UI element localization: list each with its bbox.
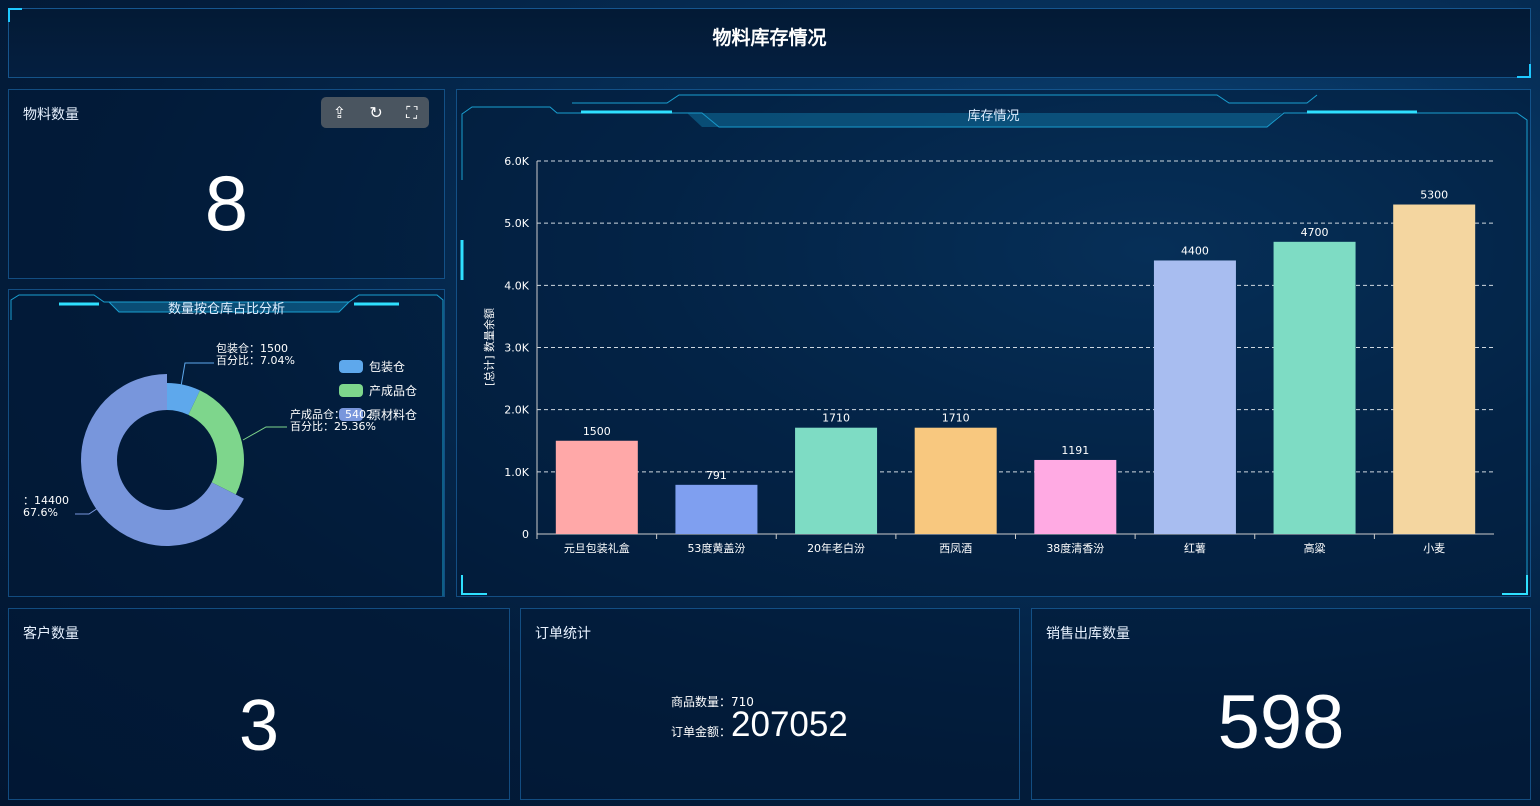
legend-label: 包装仓 xyxy=(369,360,406,374)
bar-value-label: 4700 xyxy=(1301,226,1329,239)
bar[interactable] xyxy=(675,484,758,534)
bar[interactable] xyxy=(1153,260,1236,534)
legend-item-raw[interactable]: 原材料仓 xyxy=(339,406,417,423)
x-tick-label: 红薯 xyxy=(1184,542,1206,555)
pie-title: 数量按仓库占比分析 xyxy=(167,302,285,317)
pie-frame xyxy=(10,294,444,596)
bar-value-label: 5300 xyxy=(1420,189,1448,202)
label-leader-line xyxy=(178,362,214,399)
y-axis-label: [总计] 数量余额 xyxy=(482,308,496,386)
bar[interactable] xyxy=(914,427,997,534)
label-leader-line xyxy=(242,426,287,441)
bar[interactable] xyxy=(555,440,638,534)
bar-value-label: 791 xyxy=(706,469,727,482)
donut-chart xyxy=(75,362,287,546)
legend-swatch xyxy=(339,360,363,373)
y-tick-label: 2.0K xyxy=(504,404,529,417)
bar-chart: 0 1.0K 2.0K 3.0K 4.0K 5.0K 6.0K [总计] 数量余额 1500 元旦… xyxy=(482,155,1494,555)
material-count-value: 8 xyxy=(204,159,249,247)
bar[interactable] xyxy=(1034,459,1117,534)
sales-count-value: 598 xyxy=(1217,680,1345,765)
warehouse-pie-panel: 数量按仓库占比分析 包装仓 产成品仓 原材料仓 包装仓：1500 百分比：7.04… xyxy=(8,289,445,597)
legend-swatch xyxy=(339,408,363,421)
chart-toolbar: ⇪ ↻ ⛶ xyxy=(321,97,429,128)
corner-decoration xyxy=(461,575,487,595)
customer-panel: 客户数量 3 xyxy=(8,608,510,800)
panel-title: 物料数量 xyxy=(23,107,79,123)
legend-item-packaging[interactable]: 包装仓 xyxy=(339,358,405,375)
corner-decoration xyxy=(8,8,22,22)
sales-panel: 销售出库数量 598 xyxy=(1031,608,1531,800)
x-tick-label: 20年老白汾 xyxy=(807,541,865,555)
pie-label-finished: 产成品仓：5402 百分比：25.36% xyxy=(290,408,376,433)
legend-label: 产成品仓 xyxy=(369,384,418,398)
donut-slice-finished[interactable] xyxy=(188,390,245,495)
fullscreen-icon[interactable]: ⛶ xyxy=(406,102,418,122)
bar-value-label: 1191 xyxy=(1061,444,1089,457)
y-tick-label: 1.0K xyxy=(504,466,529,479)
pie-label-raw: ：14400 67.6% xyxy=(23,494,69,519)
y-tick-label: 3.0K xyxy=(504,342,529,355)
bar-value-label: 1710 xyxy=(942,412,970,425)
bar-frame xyxy=(460,94,1528,595)
title-tab xyxy=(107,301,351,313)
legend-item-finished[interactable]: 产成品仓 xyxy=(339,382,417,399)
inventory-panel: 库存情况 0 1.0K 2.0K 3.0K 4.0K 5.0K 6.0K [总计] 数量余额 1… xyxy=(456,89,1531,597)
goods-count-value: 710 xyxy=(731,695,754,709)
order-amount-value: 207052 xyxy=(731,705,848,744)
donut-slice-packaging[interactable] xyxy=(167,383,200,415)
x-tick-label: 高粱 xyxy=(1304,541,1326,555)
panel-title: 客户数量 xyxy=(23,626,79,642)
order-panel: 订单统计 商品数量：710 订单金额： 207052 xyxy=(520,608,1020,800)
y-tick-label: 0 xyxy=(522,528,529,541)
y-tick-label: 4.0K xyxy=(504,279,529,292)
legend-swatch xyxy=(339,384,363,397)
page-title: 物料库存情况 xyxy=(712,27,827,49)
x-tick-label: 元旦包装礼盒 xyxy=(564,541,630,555)
bar-value-label: 4400 xyxy=(1181,244,1209,257)
y-tick-label: 5.0K xyxy=(504,217,529,230)
x-tick-label: 38度清香汾 xyxy=(1046,541,1104,555)
x-tick-label: 小麦 xyxy=(1423,542,1445,555)
pie-label-packaging: 包装仓：1500 百分比：7.04% xyxy=(216,342,295,367)
bar[interactable] xyxy=(1273,241,1356,535)
x-tick-label: 西凤酒 xyxy=(939,542,972,555)
goods-count-row: 商品数量：710 xyxy=(671,695,754,709)
bar-value-label: 1710 xyxy=(822,412,850,425)
corner-decoration xyxy=(1517,64,1531,78)
y-tick-label: 6.0K xyxy=(504,155,529,168)
panel-title: 销售出库数量 xyxy=(1046,626,1130,642)
order-amount-row: 订单金额： 207052 xyxy=(671,705,848,744)
refresh-icon[interactable]: ↻ xyxy=(369,103,383,122)
frame-line xyxy=(572,94,1318,104)
customer-count-value: 3 xyxy=(238,686,280,766)
x-tick-label: 53度黄盖汾 xyxy=(687,541,745,555)
donut-slice-raw[interactable] xyxy=(81,374,244,546)
header-bar: 物料库存情况 xyxy=(8,8,1531,78)
export-icon[interactable]: ⇪ xyxy=(332,103,347,122)
bar-value-label: 1500 xyxy=(583,425,611,438)
corner-decoration xyxy=(1502,575,1528,595)
bar[interactable] xyxy=(1393,204,1476,534)
bar[interactable] xyxy=(795,427,878,534)
bar-chart-title: 库存情况 xyxy=(967,109,1020,124)
title-tab xyxy=(687,113,1282,127)
frame-line xyxy=(461,106,1528,580)
label-leader-line xyxy=(75,505,102,515)
legend-label: 原材料仓 xyxy=(369,408,418,422)
panel-title: 订单统计 xyxy=(535,626,591,642)
